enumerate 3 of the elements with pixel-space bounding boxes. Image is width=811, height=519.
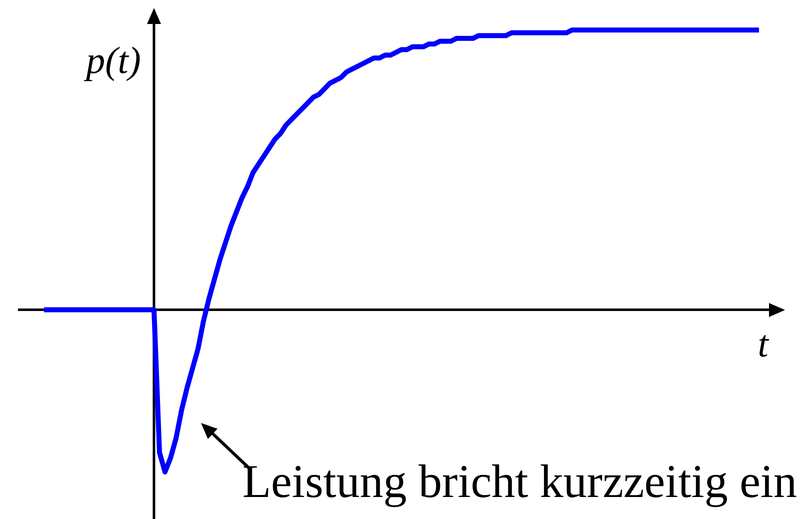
x-axis-title: t: [758, 324, 770, 366]
annotation: Leistung bricht kurzzeitig ein: [242, 456, 797, 508]
y-axis-title: p(t): [83, 40, 141, 82]
